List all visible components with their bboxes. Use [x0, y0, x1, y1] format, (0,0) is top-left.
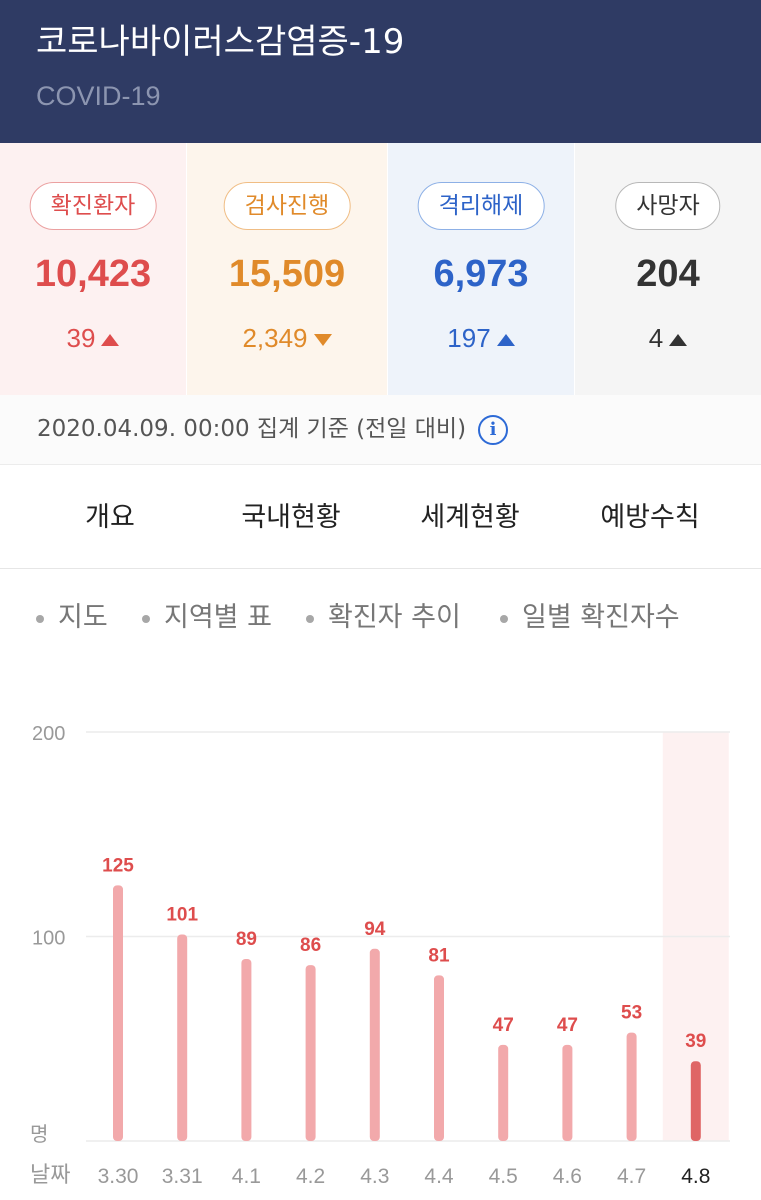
bar-value-label: 53 — [621, 1003, 642, 1024]
daily-confirmed-chart: 200 100 명날짜 125 3.30 101 3.31 89 4.1 86 4.2 94 4.3 81… — [30, 723, 730, 1188]
subtab-trend-label: 확진자 추이 — [328, 602, 461, 633]
x-tick-label: 4.5 — [489, 1165, 518, 1188]
x-tick-label: 4.3 — [360, 1165, 389, 1188]
bar — [562, 1044, 573, 1141]
bar — [626, 1032, 637, 1141]
tab-prevention[interactable]: 예방수칙 — [600, 502, 700, 533]
bar — [369, 948, 380, 1141]
stat-released-label: 격리해제 — [417, 182, 545, 230]
y-tick-label: 100 — [32, 928, 65, 950]
x-tick-label: 4.7 — [617, 1165, 646, 1188]
bar-value-label: 39 — [685, 1031, 706, 1052]
stat-testing-value: 15,509 — [228, 253, 346, 295]
page-subtitle: COVID-19 — [36, 81, 161, 111]
subtab-map[interactable]: 지도 — [36, 590, 108, 646]
x-tick-label: 4.8 — [681, 1165, 710, 1188]
info-icon[interactable]: i — [478, 414, 509, 445]
bar — [241, 958, 252, 1141]
bar — [690, 1061, 701, 1141]
main-tabs: 개요 국내현황 세계현황 예방수칙 — [0, 466, 761, 569]
stat-released-delta-value: 197 — [447, 323, 491, 353]
stat-testing-delta-value: 2,349 — [242, 323, 308, 353]
bullet-dot-icon — [306, 614, 314, 623]
stat-confirmed-delta-value: 39 — [66, 323, 96, 353]
triangle-up-icon — [101, 334, 120, 347]
stat-testing-label: 검사진행 — [223, 182, 351, 230]
stat-testing-delta: 2,349 — [187, 323, 387, 354]
x-tick-label: 4.4 — [424, 1165, 454, 1188]
page-title: 코로나바이러스감염증-19 — [36, 22, 405, 62]
data-basis-text: 2020.04.09. 00:00 집계 기준 (전일 대비) — [37, 416, 467, 442]
tab-domestic[interactable]: 국내현황 — [241, 502, 341, 533]
stat-released-value: 6,973 — [433, 253, 529, 295]
stat-confirmed-label: 확진환자 — [29, 182, 157, 230]
bullet-dot-icon — [500, 614, 508, 623]
stat-released-delta: 197 — [388, 323, 574, 354]
bar — [177, 934, 188, 1141]
bar-value-label: 89 — [236, 929, 257, 950]
triangle-up-icon — [496, 334, 515, 347]
subtab-region-table-label: 지역별 표 — [164, 602, 272, 633]
stat-confirmed-delta: 39 — [0, 323, 186, 354]
bar — [498, 1044, 509, 1141]
x-tick-label: 4.6 — [553, 1165, 582, 1188]
subtab-region-table[interactable]: 지역별 표 — [142, 590, 272, 646]
x-axis-label: 날짜 — [30, 1163, 70, 1188]
bar-value-label: 47 — [493, 1015, 514, 1036]
bar-value-label: 125 — [102, 855, 134, 876]
stat-deaths-delta: 4 — [575, 323, 761, 354]
bar-value-label: 81 — [428, 945, 450, 966]
bar-value-label: 94 — [364, 919, 386, 940]
x-tick-label: 4.2 — [296, 1165, 325, 1188]
triangle-down-icon — [313, 334, 332, 347]
y-tick-label: 200 — [32, 723, 65, 745]
x-tick-label: 3.30 — [98, 1165, 139, 1188]
subtab-daily-confirmed[interactable]: 일별 확진자수 — [500, 590, 680, 646]
bar-value-label: 86 — [300, 935, 321, 956]
subtab-daily-confirmed-label: 일별 확진자수 — [522, 602, 680, 633]
subtab-map-label: 지도 — [58, 602, 108, 633]
x-tick-label: 3.31 — [162, 1165, 203, 1188]
tab-world[interactable]: 세계현황 — [420, 502, 520, 533]
bar-value-label: 47 — [557, 1015, 578, 1036]
stat-confirmed-value: 10,423 — [34, 253, 152, 295]
bullet-dot-icon — [36, 614, 44, 623]
stat-deaths-label: 사망자 — [615, 182, 721, 230]
stat-deaths-value: 204 — [636, 253, 700, 295]
x-tick-label: 4.1 — [232, 1165, 261, 1188]
bar — [305, 965, 316, 1141]
bar — [113, 885, 123, 1141]
data-basis-note: 2020.04.09. 00:00 집계 기준 (전일 대비) i — [0, 395, 761, 465]
triangle-up-icon — [669, 334, 688, 347]
sub-tabs: 지도 지역별 표 확진자 추이 일별 확진자수 — [0, 590, 761, 646]
stat-deaths-delta-value: 4 — [648, 323, 664, 353]
app-header: 코로나바이러스감염증-19 COVID-19 — [0, 0, 761, 143]
tab-overview[interactable]: 개요 — [85, 502, 135, 533]
bar — [434, 975, 444, 1141]
bar-value-label: 101 — [166, 904, 198, 925]
y-axis-label: 명 — [30, 1122, 48, 1146]
subtab-trend[interactable]: 확진자 추이 — [306, 590, 461, 646]
bullet-dot-icon — [142, 614, 150, 623]
